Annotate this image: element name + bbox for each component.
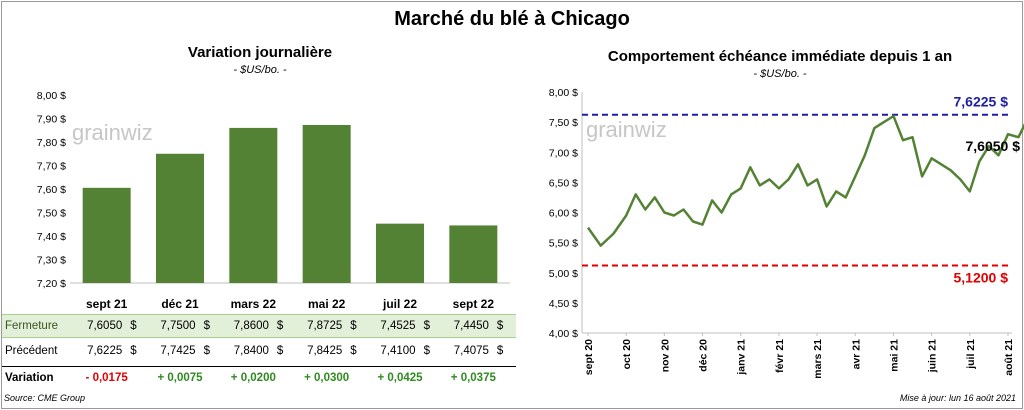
bar	[82, 187, 131, 283]
line-x-tick-label: juil 21	[965, 339, 977, 370]
watermark-logo: grainwiz	[586, 117, 667, 142]
table-cell: 7,6225 $	[87, 345, 137, 357]
line-x-tick-label: oct 20	[621, 339, 633, 370]
line-x-tick-label: janv 21	[736, 339, 748, 376]
line-x-tick-label: févr 21	[774, 339, 786, 373]
bar	[229, 127, 278, 284]
bar-y-tick-label: 7,20 $	[37, 278, 66, 290]
table-row-label: Variation	[5, 372, 54, 384]
line-y-tick-label: 5,50 $	[549, 238, 578, 250]
bar-y-tick-label: 7,30 $	[37, 255, 66, 267]
line-x-tick-label: avr 21	[850, 339, 862, 370]
table-cell: 7,6050 $	[87, 320, 137, 332]
table-row: Variation - 0,0175 + 0,0075 + 0,0200 + 0,030…	[2, 366, 516, 390]
table-cell: - 0,0175	[85, 372, 128, 384]
line-x-tick-label: août 21	[1003, 339, 1015, 376]
line-x-tick-label: sept 20	[583, 339, 595, 375]
table-cell: 7,4100 $	[380, 345, 430, 357]
table-row: Fermeture 7,6050 $ 7,7500 $ 7,8600 $ 7,8725 $ 7,4…	[2, 314, 516, 338]
page-title: Marché du blé à Chicago	[394, 8, 630, 30]
bar-y-tick-label: 7,60 $	[37, 184, 66, 196]
line-chart-subtitle: - $US/bo. -	[753, 68, 807, 80]
table-row-label: Précédent	[5, 345, 58, 357]
bar-y-tick-label: 7,90 $	[37, 114, 66, 126]
table-cell: 7,4075 $	[453, 345, 504, 357]
bar-x-tick-label: déc 21	[161, 297, 199, 311]
bar	[449, 225, 498, 283]
min-reference-label: 5,1200 $	[954, 270, 1009, 286]
table-cell: 7,8400 $	[233, 345, 284, 357]
line-y-tick-label: 6,50 $	[549, 177, 578, 189]
table-cell: 7,7500 $	[160, 320, 210, 332]
table-cell: 7,4525 $	[380, 320, 430, 332]
bar	[376, 223, 424, 283]
bar-x-tick-label: mai 22	[308, 297, 346, 311]
table-cell: 7,8725 $	[307, 320, 357, 332]
max-reference-label: 7,6225 $	[954, 94, 1009, 110]
line-x-tick-label: mars 21	[812, 339, 824, 379]
bar-y-tick-label: 7,40 $	[37, 231, 66, 243]
bar	[302, 124, 351, 284]
watermark-logo: grainwiz	[72, 120, 153, 145]
bar-chart-title: Variation journalière	[187, 44, 333, 61]
table-cell: + 0,0075	[157, 372, 203, 384]
update-note: Mise à jour: lun 16 août 2021	[899, 393, 1016, 403]
table-cell: 7,4450 $	[453, 320, 504, 332]
bar-y-tick-label: 7,70 $	[37, 161, 66, 173]
line-x-tick-label: nov 20	[659, 339, 671, 372]
line-y-tick-label: 4,50 $	[549, 298, 578, 310]
table-cell: + 0,0200	[230, 372, 276, 384]
table-cell: + 0,0300	[304, 372, 350, 384]
bar-chart-subtitle: - $US/bo. -	[233, 64, 287, 76]
line-y-tick-label: 7,00 $	[549, 147, 578, 159]
bar-y-tick-label: 7,80 $	[37, 137, 66, 149]
source-note: Source: CME Group	[4, 393, 86, 403]
line-y-tick-label: 8,00 $	[549, 87, 578, 99]
table-cell: 7,8425 $	[307, 345, 357, 357]
price-series-line	[586, 114, 1024, 247]
bar-y-tick-label: 7,50 $	[37, 208, 66, 220]
line-y-tick-label: 7,50 $	[549, 117, 578, 129]
line-x-tick-label: déc 20	[698, 339, 710, 372]
bar-x-tick-label: sept 22	[453, 297, 495, 311]
table-row: Précédent 7,6225 $ 7,7425 $ 7,8400 $ 7,8425 $ 7,4…	[2, 340, 516, 364]
table-row-label: Fermeture	[5, 320, 59, 332]
table-cell: + 0,0425	[377, 372, 423, 384]
bar-x-tick-label: juil 22	[382, 297, 417, 311]
line-chart-title: Comportement échéance immédiate depuis 1…	[607, 48, 953, 65]
last-value-label: 7,6050 $	[966, 138, 1021, 154]
bar-y-tick-label: 8,00 $	[37, 90, 66, 102]
table-cell: 7,8600 $	[233, 320, 284, 332]
line-y-tick-label: 4,00 $	[549, 328, 578, 340]
line-y-tick-label: 6,00 $	[549, 208, 578, 220]
table-cell: 7,7425 $	[160, 345, 210, 357]
bar-x-tick-label: mars 22	[231, 297, 277, 311]
table-cell: + 0,0375	[450, 372, 496, 384]
bar	[156, 153, 204, 283]
line-x-tick-label: mai 21	[888, 339, 900, 372]
line-x-tick-label: juin 21	[927, 339, 939, 373]
line-y-tick-label: 5,00 $	[549, 268, 578, 280]
bar-x-tick-label: sept 21	[86, 297, 128, 311]
